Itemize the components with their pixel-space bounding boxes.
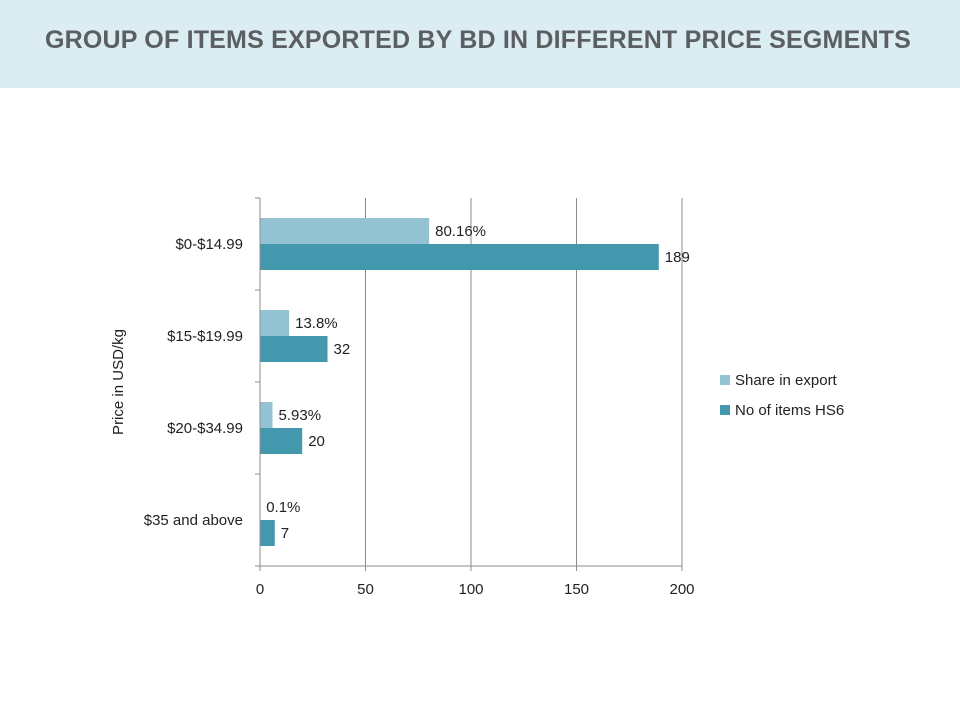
data-label: 32 (334, 341, 351, 358)
axes (259, 198, 682, 567)
x-tick-label: 0 (256, 581, 264, 598)
bar-items-hs6 (260, 520, 275, 546)
data-label: 13.8% (295, 315, 338, 332)
legend-swatch (720, 375, 730, 385)
category-label: $20-$34.99 (167, 420, 243, 437)
legend-label: Share in export (735, 372, 838, 389)
x-tick-labels: 0 50 100 150 200 (256, 581, 695, 598)
bar-items-hs6 (260, 336, 328, 362)
data-label: 189 (665, 249, 690, 266)
data-label: 5.93% (279, 407, 322, 424)
x-tick-label: 100 (458, 581, 483, 598)
category-labels: $0-$14.99 $15-$19.99 $20-$34.99 $35 and abo… (144, 236, 243, 529)
bar-items-hs6 (260, 428, 303, 454)
legend-label: No of items HS6 (735, 402, 844, 419)
data-label: 20 (308, 433, 325, 450)
x-tick-label: 200 (669, 581, 694, 598)
slide-title: GROUP OF ITEMS EXPORTED BY BD IN DIFFERE… (44, 26, 912, 54)
bar-share-in-export (260, 402, 273, 428)
legend-swatch (720, 405, 730, 415)
category-label: $15-$19.99 (167, 328, 243, 345)
data-label: 0.1% (266, 499, 300, 516)
category-label: $35 and above (144, 512, 243, 529)
bar-series (260, 218, 659, 546)
x-tick-label: 50 (357, 581, 374, 598)
bar-share-in-export (260, 310, 290, 336)
bar-items-hs6 (260, 244, 659, 270)
data-labels: 80.16% 189 13.8% 32 5.93% 20 0.1% 7 (266, 223, 690, 542)
title-band: GROUP OF ITEMS EXPORTED BY BD IN DIFFERE… (0, 0, 960, 88)
x-tick-label: 150 (564, 581, 589, 598)
y-axis-title: Price in USD/kg (110, 329, 127, 435)
legend: Share in export No of items HS6 (720, 372, 844, 419)
category-label: $0-$14.99 (175, 236, 243, 253)
bar-share-in-export (260, 218, 430, 244)
data-label: 80.16% (435, 223, 486, 240)
data-label: 7 (281, 525, 289, 542)
